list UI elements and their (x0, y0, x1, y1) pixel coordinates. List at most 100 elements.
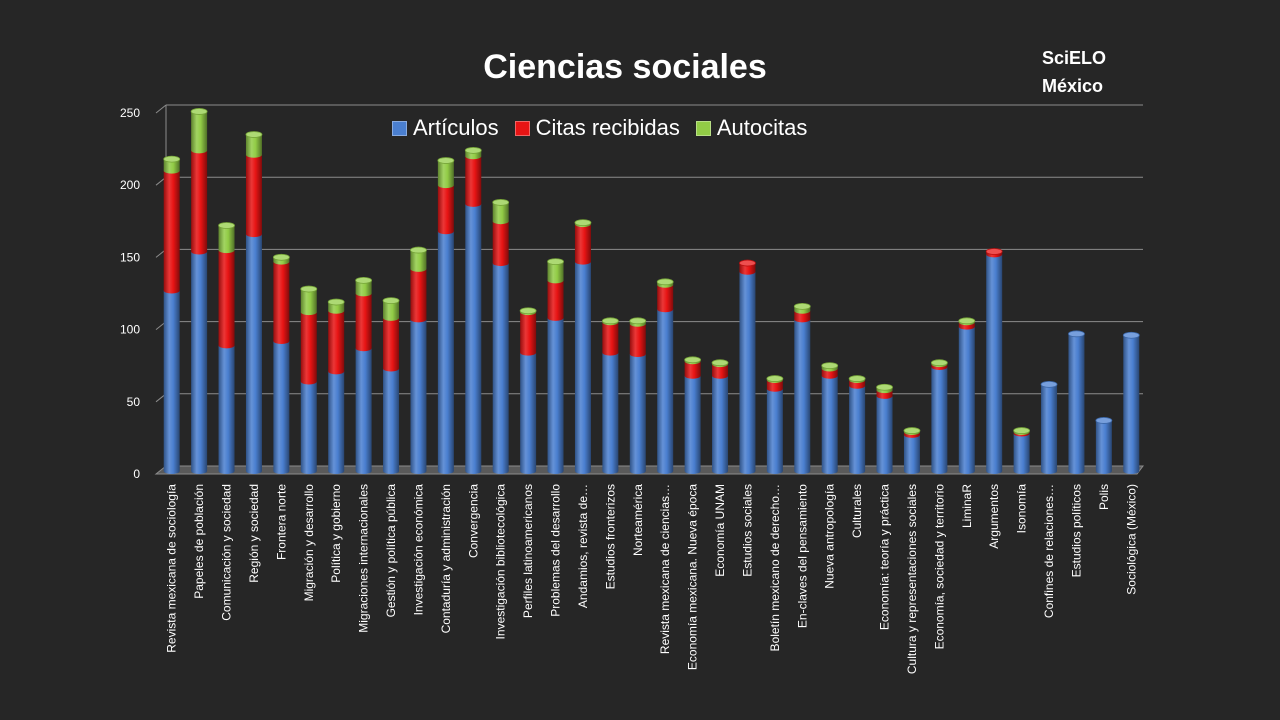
bar-cap (574, 219, 592, 227)
bar-segment (383, 300, 400, 321)
bar-cap (1122, 331, 1140, 339)
brand-line-1: SciELO (1042, 48, 1107, 68)
bar-segment (766, 388, 783, 474)
x-tick-label: Contaduría y administración (439, 484, 453, 633)
bar-segment (492, 221, 509, 267)
bar-segment (245, 234, 262, 474)
bar-segment (629, 323, 646, 358)
bar-segment (602, 322, 619, 356)
bar-segment (218, 225, 235, 254)
bar-segment (191, 150, 208, 255)
bar-cap (601, 317, 619, 325)
bar-cap (1040, 380, 1058, 388)
bar-segment (794, 319, 811, 474)
bar-segment (492, 202, 509, 225)
x-tick-label: Economía, sociedad y territorio (932, 484, 946, 650)
bar-segment (410, 250, 427, 272)
x-tick-label: Problemas del desarrollo (549, 484, 563, 617)
bar-segment (437, 185, 454, 235)
x-tick-label: Investigación bibliotecológica (494, 484, 508, 640)
x-tick-label: Comunicación y sociedad (220, 484, 234, 621)
bar-cap (300, 285, 318, 293)
chart-legend: Artículos Citas recibidas Autocitas (392, 115, 823, 141)
x-tick-label: Política y gobierno (329, 484, 343, 583)
bar-segment (574, 224, 591, 265)
brand-line-2: México (1042, 76, 1104, 96)
bar-segment (328, 310, 345, 375)
x-tick-label: Papeles de población (192, 484, 206, 599)
bar-segment (410, 319, 427, 474)
bar-cap (793, 302, 811, 310)
bar-segment (547, 261, 564, 284)
legend-swatch-citas (514, 120, 530, 136)
bar-cap (821, 362, 839, 369)
bar-cap (410, 246, 427, 254)
x-tick-label: Perfiles latinoamericanos (521, 484, 535, 618)
x-tick-label: LiminaR (960, 484, 974, 528)
bar-segment (410, 268, 427, 323)
bar-segment (712, 364, 729, 379)
x-tick-label: Gestión y política pública (384, 484, 398, 618)
x-tick-label: Revista mexicana de ciencias… (658, 484, 672, 654)
bar-segment (437, 231, 454, 474)
bar-cap (985, 248, 1003, 255)
bar-segment (273, 341, 290, 474)
legend-item-citas: Citas recibidas (514, 115, 680, 141)
bar-segment (520, 352, 537, 474)
x-tick-label: Argumentos (987, 484, 1001, 549)
bar-segment (300, 312, 317, 385)
bar-cap (163, 155, 181, 163)
bar-segment (849, 385, 866, 474)
x-tick-label: Estudios políticos (1069, 484, 1083, 577)
bar-cap (903, 427, 921, 434)
bar-segment (300, 381, 317, 474)
bar-cap (547, 258, 564, 266)
bar-segment (766, 380, 783, 392)
x-tick-label: Región y sociedad (247, 484, 261, 583)
bar-segment (574, 261, 591, 474)
bar-segment (986, 254, 1003, 474)
bar-segment (383, 317, 400, 372)
bar-segment (437, 160, 454, 189)
bar-segment (355, 280, 372, 297)
bar-cap (245, 131, 263, 138)
y-tick-label: 250 (120, 106, 140, 120)
x-tick-label: Confines de relaciones… (1042, 484, 1056, 618)
chart-floor (154, 465, 1144, 475)
bar-cap (437, 157, 455, 164)
bar-cap (327, 298, 345, 306)
x-tick-label: Nueva antropología (823, 484, 837, 589)
bar-cap (190, 108, 208, 115)
x-tick-label: En-claves del pensamiento (795, 484, 809, 628)
bar-cap (739, 259, 756, 267)
bar-cap (766, 375, 784, 382)
bar-segment (931, 367, 948, 474)
y-tick-label: 200 (120, 178, 140, 192)
bar-segment (657, 309, 674, 474)
bar-segment (355, 293, 372, 352)
bar-segment (684, 375, 701, 474)
bar-segment (520, 312, 537, 356)
bar-segment (163, 290, 180, 474)
bar-segment (903, 434, 920, 474)
bar-segment (1123, 335, 1140, 474)
bar-segment (821, 375, 838, 474)
chart-title: Ciencias sociales (483, 48, 767, 86)
x-tick-label: Cultura y representaciones sociales (905, 484, 919, 674)
x-tick-label: Migración y desarrollo (302, 484, 316, 602)
x-tick-label: Economía UNAM (713, 484, 727, 577)
bar-cap (656, 278, 674, 286)
bar-segment (218, 250, 235, 349)
legend-swatch-autocitas (695, 120, 711, 136)
bar-segment (629, 354, 646, 474)
bar-cap (848, 375, 866, 382)
bar-cap (355, 276, 373, 284)
bar-segment (273, 261, 290, 345)
brand-label: SciELO México (1042, 44, 1106, 100)
bar-segment (794, 310, 811, 323)
legend-item-articulos: Artículos (392, 115, 499, 141)
x-tick-label: Revista mexicana de sociología (165, 484, 179, 653)
bar-segment (355, 348, 372, 474)
x-tick-label: Estudios sociales (740, 484, 754, 577)
bar-segment (1041, 384, 1058, 474)
